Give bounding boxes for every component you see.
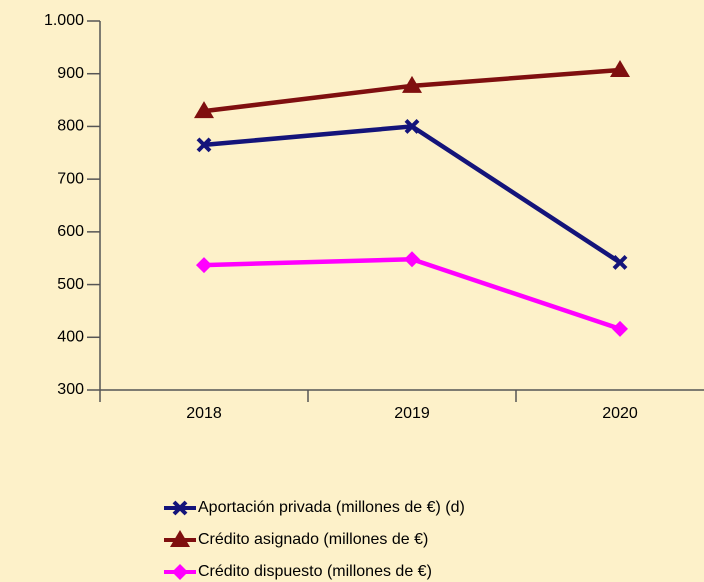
x-tick-label: 2019 [394, 405, 430, 422]
y-tick-label: 800 [57, 118, 84, 135]
x-tick-label: 2020 [602, 405, 638, 422]
marker [404, 119, 420, 134]
y-tick-label: 600 [57, 223, 84, 240]
y-tick-label: 900 [57, 65, 84, 82]
marker [172, 500, 188, 516]
y-tick-label: 500 [57, 276, 84, 293]
marker [172, 564, 188, 580]
marker [610, 60, 630, 78]
marker [404, 251, 420, 268]
legend-label: Crédito dispuesto (millones de €) [198, 563, 432, 580]
legend-label: Aportación privada (millones de €) (d) [198, 499, 465, 516]
legend-label: Crédito asignado (millones de €) [198, 531, 428, 548]
marker [612, 255, 628, 270]
y-tick-label: 1.000 [44, 12, 84, 29]
marker [194, 101, 214, 119]
marker [402, 75, 422, 93]
y-tick-label: 300 [57, 381, 84, 398]
marker [612, 320, 628, 337]
y-tick-label: 700 [57, 170, 84, 187]
x-tick-label: 2018 [186, 405, 222, 422]
marker [196, 137, 212, 153]
marker [170, 530, 190, 547]
y-tick-label: 400 [57, 329, 84, 346]
marker [196, 257, 212, 274]
